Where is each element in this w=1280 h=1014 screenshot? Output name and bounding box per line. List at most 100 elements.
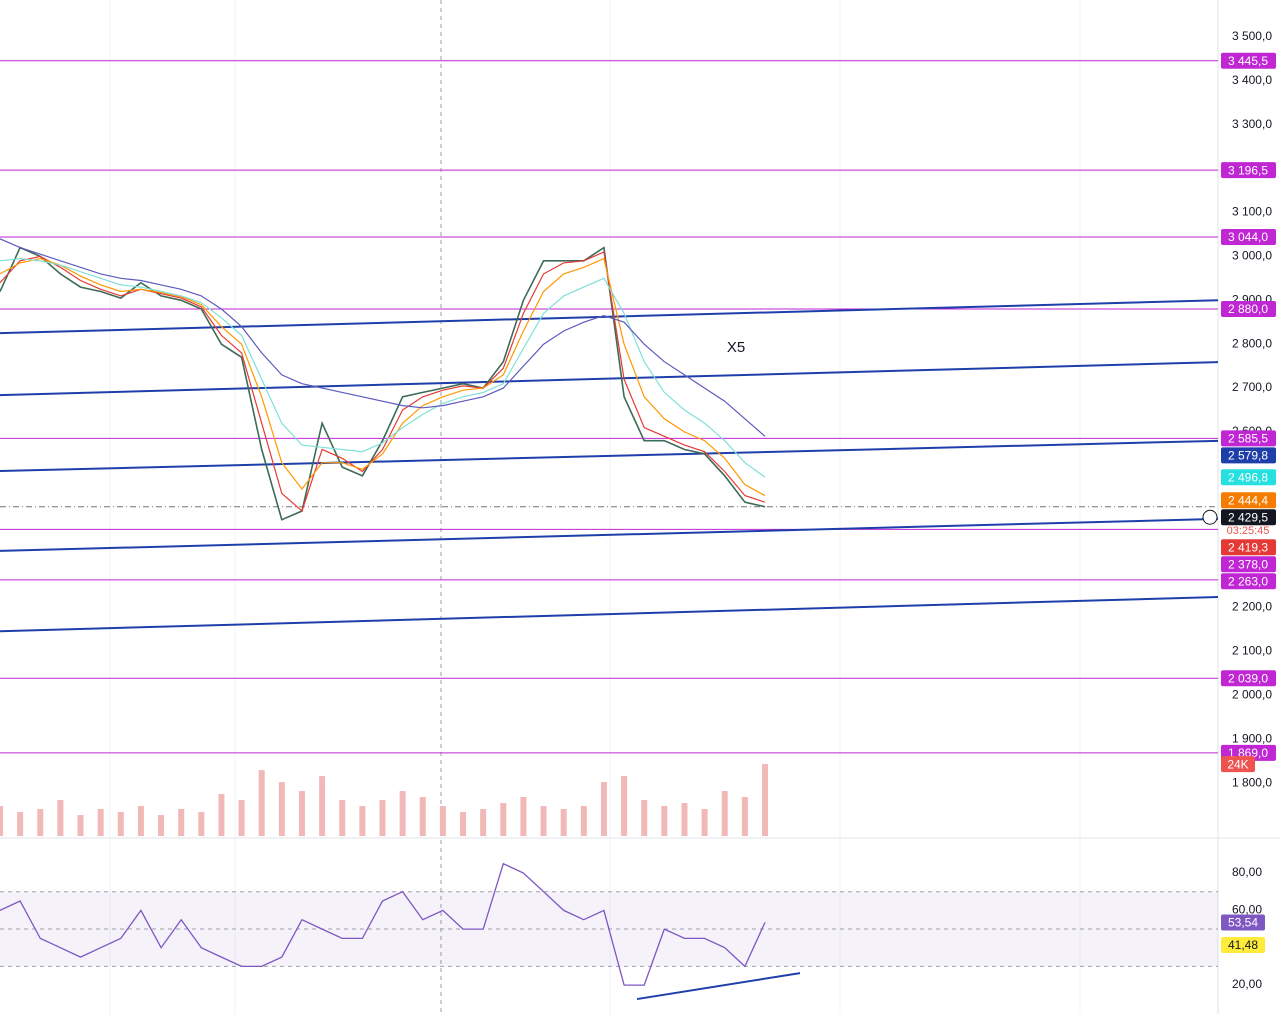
price-tag bbox=[1221, 229, 1276, 246]
price-tag-label: 2 263,0 bbox=[1228, 574, 1268, 588]
y-tick-label: 3 000,0 bbox=[1232, 249, 1272, 263]
price-tag-label: 2 419,3 bbox=[1228, 540, 1268, 554]
volume-bar bbox=[580, 806, 587, 836]
volume-bar bbox=[681, 803, 688, 836]
y-tick-label: 3 500,0 bbox=[1232, 29, 1272, 43]
volume-bar bbox=[721, 791, 728, 836]
trend-line bbox=[0, 439, 1219, 473]
rsi-tag bbox=[1221, 936, 1265, 953]
trend-line bbox=[0, 517, 1219, 552]
volume-bar bbox=[77, 815, 84, 836]
volume-bar bbox=[520, 797, 527, 836]
y-tick-label: 2 700,0 bbox=[1232, 380, 1272, 394]
volume-bar bbox=[97, 809, 104, 836]
price-tag bbox=[1221, 301, 1276, 318]
rsi-trend-line bbox=[636, 972, 801, 1001]
volume-bar bbox=[319, 776, 326, 836]
volume-bar bbox=[0, 806, 3, 836]
price-tag-label: 2 880,0 bbox=[1228, 302, 1268, 316]
price-tag bbox=[1221, 509, 1276, 526]
rsi-tag-label: 53,54 bbox=[1228, 916, 1258, 930]
price-tag-label: 2 579,8 bbox=[1228, 448, 1268, 462]
volume-bar bbox=[359, 806, 366, 836]
volume-bar bbox=[560, 809, 567, 836]
price-tag bbox=[1221, 162, 1276, 179]
price-tag-label: 2 585,5 bbox=[1228, 431, 1268, 445]
volume-bar bbox=[399, 791, 406, 836]
volume-bar bbox=[298, 791, 305, 836]
volume-bar bbox=[158, 815, 165, 836]
price-tag bbox=[1221, 447, 1276, 464]
price-tag-label: 2 039,0 bbox=[1228, 671, 1268, 685]
y-tick-label: 2 200,0 bbox=[1232, 600, 1272, 614]
volume-bar bbox=[17, 812, 24, 836]
volume-bar bbox=[460, 812, 467, 836]
annotation: X5 bbox=[727, 339, 745, 356]
volume-tag-label: 24K bbox=[1227, 757, 1248, 771]
price-line bbox=[0, 246, 766, 521]
volume-bar bbox=[258, 770, 265, 836]
price-tag bbox=[1221, 430, 1276, 447]
y-tick-label: 2 800,0 bbox=[1232, 336, 1272, 350]
volume-bar bbox=[641, 800, 648, 836]
volume-bar bbox=[117, 812, 124, 836]
y-tick-label: 1 800,0 bbox=[1232, 775, 1272, 789]
countdown: 03:25:45 bbox=[1227, 525, 1270, 537]
price-tag bbox=[1221, 492, 1276, 509]
volume-bar bbox=[238, 800, 245, 836]
trend-line bbox=[0, 596, 1219, 633]
volume-bar bbox=[621, 776, 628, 836]
price-tag bbox=[1221, 539, 1276, 556]
volume-bar bbox=[379, 800, 386, 836]
volume-bar bbox=[137, 806, 144, 836]
price-tag bbox=[1221, 556, 1276, 573]
price-tag bbox=[1221, 469, 1276, 486]
rsi-line bbox=[0, 862, 766, 986]
rsi-tick-label: 60,00 bbox=[1232, 903, 1262, 917]
volume-bar bbox=[661, 806, 668, 836]
price-tag-label: 2 496,8 bbox=[1228, 470, 1268, 484]
volume-bar bbox=[500, 803, 507, 836]
price-tag bbox=[1221, 52, 1276, 69]
moving-average bbox=[0, 251, 766, 513]
rsi-tick-label: 80,00 bbox=[1232, 865, 1262, 879]
volume-bar bbox=[480, 809, 487, 836]
y-tick-label: 2 100,0 bbox=[1232, 644, 1272, 658]
price-tag-label: 3 044,0 bbox=[1228, 230, 1268, 244]
volume-bar bbox=[278, 782, 285, 836]
trend-line bbox=[0, 361, 1219, 397]
moving-average bbox=[0, 238, 766, 437]
volume-bar bbox=[178, 809, 185, 836]
volume-bar bbox=[600, 782, 607, 836]
price-tag-label: 2 429,5 bbox=[1228, 510, 1268, 524]
y-tick-label: 1 900,0 bbox=[1232, 731, 1272, 745]
volume-bar bbox=[741, 797, 748, 836]
volume-bar bbox=[37, 809, 44, 836]
volume-bar bbox=[198, 812, 205, 836]
volume-bar bbox=[439, 806, 446, 836]
crosshair-icon bbox=[1202, 509, 1218, 525]
volume-bar bbox=[218, 794, 225, 836]
y-tick-label: 3 300,0 bbox=[1232, 117, 1272, 131]
moving-average bbox=[0, 257, 766, 478]
price-tag-label: 3 445,5 bbox=[1228, 54, 1268, 68]
price-tag bbox=[1221, 573, 1276, 590]
volume-bar bbox=[57, 800, 64, 836]
price-tag-label: 3 196,5 bbox=[1228, 163, 1268, 177]
volume-bar bbox=[339, 800, 346, 836]
volume-bar bbox=[762, 764, 768, 836]
rsi-tag bbox=[1221, 914, 1265, 931]
rsi-tick-label: 20,00 bbox=[1232, 977, 1262, 991]
volume-bar bbox=[701, 809, 708, 836]
price-tag-label: 2 378,0 bbox=[1228, 557, 1268, 571]
y-tick-label: 3 400,0 bbox=[1232, 73, 1272, 87]
rsi-tag-label: 41,48 bbox=[1228, 938, 1258, 952]
volume-bar bbox=[419, 797, 426, 836]
moving-average bbox=[0, 257, 766, 497]
volume-bar bbox=[540, 806, 547, 836]
y-tick-label: 3 100,0 bbox=[1232, 205, 1272, 219]
price-tag bbox=[1221, 670, 1276, 687]
y-tick-label: 2 000,0 bbox=[1232, 688, 1272, 702]
volume-tag bbox=[1221, 756, 1255, 773]
